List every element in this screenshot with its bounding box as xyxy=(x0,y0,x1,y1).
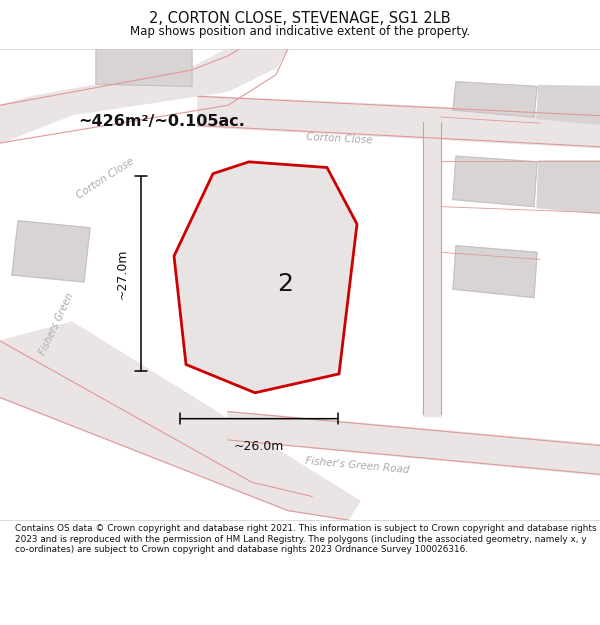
Text: Corton Close: Corton Close xyxy=(305,132,373,146)
Polygon shape xyxy=(198,96,600,148)
Polygon shape xyxy=(453,82,537,117)
Polygon shape xyxy=(537,86,600,124)
Text: Map shows position and indicative extent of the property.: Map shows position and indicative extent… xyxy=(130,25,470,38)
Text: ~27.0m: ~27.0m xyxy=(116,249,129,299)
Polygon shape xyxy=(12,221,90,282)
Text: 2, CORTON CLOSE, STEVENAGE, SG1 2LB: 2, CORTON CLOSE, STEVENAGE, SG1 2LB xyxy=(149,11,451,26)
Text: Contains OS data © Crown copyright and database right 2021. This information is : Contains OS data © Crown copyright and d… xyxy=(15,524,596,554)
Polygon shape xyxy=(537,161,600,214)
Polygon shape xyxy=(423,124,441,416)
Polygon shape xyxy=(0,49,288,143)
Text: ~26.0m: ~26.0m xyxy=(234,440,284,453)
Text: Corton Close: Corton Close xyxy=(74,156,136,201)
Polygon shape xyxy=(174,162,357,392)
Polygon shape xyxy=(96,49,192,86)
Text: ~426m²/~0.105ac.: ~426m²/~0.105ac. xyxy=(78,114,245,129)
Polygon shape xyxy=(0,322,360,520)
Polygon shape xyxy=(453,246,537,298)
Text: Fishers Green: Fishers Green xyxy=(38,292,76,357)
Polygon shape xyxy=(453,156,537,207)
Text: Fisher's Green Road: Fisher's Green Road xyxy=(305,456,409,476)
Text: 2: 2 xyxy=(277,272,293,296)
Polygon shape xyxy=(252,247,342,355)
Polygon shape xyxy=(228,412,600,475)
